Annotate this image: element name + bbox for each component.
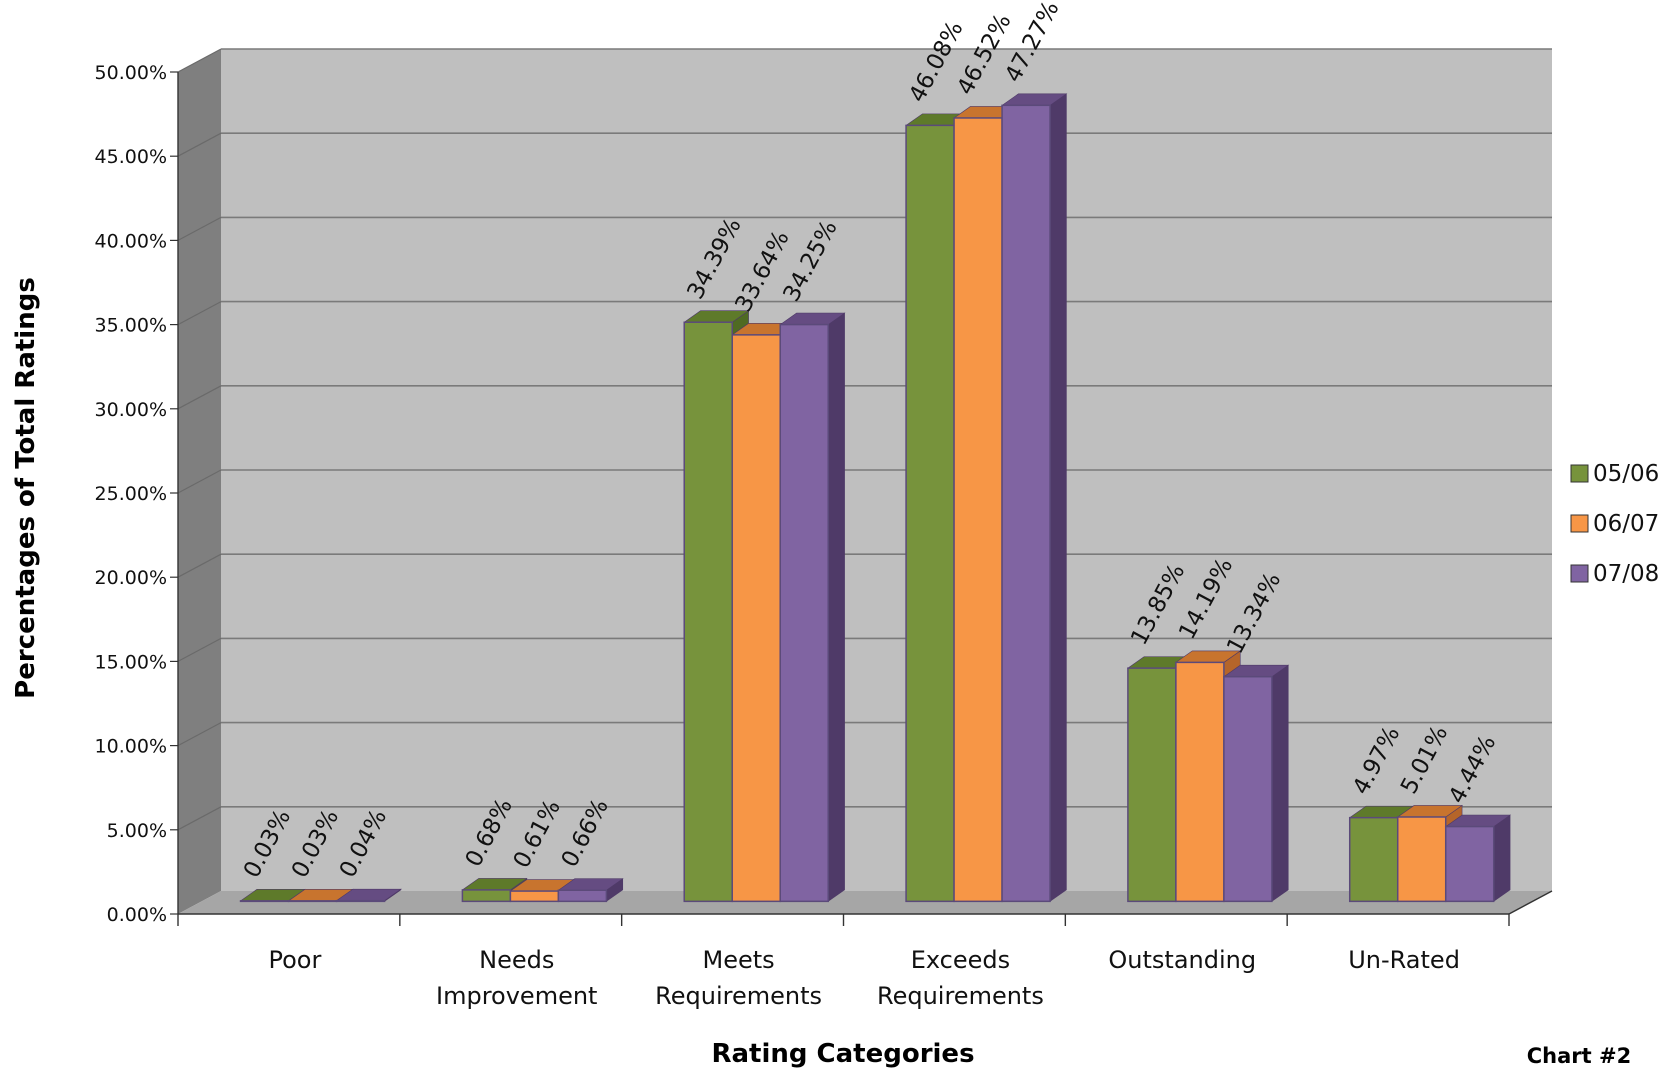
gridline-side [177, 132, 222, 157]
bar-front [287, 900, 338, 903]
gridline-side [177, 216, 222, 241]
bar-front [731, 334, 781, 903]
bar [1222, 664, 1290, 903]
bar-front [509, 890, 560, 903]
x-axis: Poor Needs Improvement Meets Requirements Exc… [177, 72, 1553, 1010]
bar-side [1049, 93, 1067, 902]
y-tick-label: 15.00% [95, 651, 167, 673]
bar-front [1444, 825, 1495, 903]
category-label: Poor [268, 946, 321, 974]
y-tick-label: 35.00% [95, 315, 167, 337]
bar [1001, 93, 1068, 903]
bar-side [1493, 814, 1511, 902]
bar [335, 888, 402, 903]
y-tick-label: 45.00% [95, 146, 167, 168]
gridlines [177, 48, 1552, 831]
bar-front [239, 900, 290, 903]
x-axis-title: Rating Categories [711, 1039, 974, 1069]
y-tick-label: 10.00% [95, 736, 167, 758]
y-tick-label: 40.00% [95, 230, 167, 252]
bar-front [557, 889, 608, 903]
bar-front [953, 117, 1003, 903]
category-label: Needs [479, 946, 554, 974]
gridline-side [177, 469, 222, 494]
bar-front [1127, 667, 1177, 903]
bar-side [1271, 664, 1289, 902]
bar-front [779, 323, 829, 903]
y-tick-label: 50.00% [95, 62, 167, 84]
y-axis-tick-labels: 0.00% 5.00% 10.00% 15.00% 20.00% 25.00% 30.00%… [95, 62, 178, 926]
bar-front [1175, 661, 1225, 903]
legend-label: 07/08 [1593, 561, 1659, 587]
gridline-side [177, 553, 222, 578]
category-label: Un-Rated [1348, 946, 1460, 974]
y-tick-label: 5.00% [107, 820, 167, 842]
legend-swatch [1570, 514, 1589, 533]
bar-front [683, 321, 733, 903]
y-tick-label: 25.00% [95, 483, 167, 505]
category-label: Outstanding [1108, 946, 1256, 974]
legend-swatch [1570, 564, 1589, 583]
bar [1444, 814, 1512, 903]
gridline-side [177, 301, 222, 326]
y-tick-label: 0.00% [107, 904, 167, 926]
bar [557, 878, 624, 903]
bars [239, 93, 1512, 903]
category-label: Requirements [877, 982, 1044, 1010]
y-axis-title: Percentages of Total Ratings [11, 277, 41, 699]
legend: 05/06 06/07 07/08 [1570, 461, 1659, 587]
category-label: Requirements [655, 982, 822, 1010]
bar-front [1223, 675, 1273, 903]
bar-front [1001, 104, 1051, 903]
gridline-side [177, 637, 222, 662]
bar-front [461, 889, 512, 903]
bar-front [905, 124, 955, 903]
x-axis-depth-line [1508, 890, 1553, 915]
bar-front [1396, 816, 1447, 903]
legend-label: 06/07 [1593, 511, 1659, 537]
bar-front [1348, 816, 1399, 903]
legend-label: 05/06 [1593, 461, 1659, 487]
category-label: Meets [703, 946, 775, 974]
gridline-side [177, 722, 222, 747]
chart-walls [178, 49, 1552, 914]
y-tick-label: 30.00% [95, 399, 167, 421]
bar [779, 312, 846, 903]
gridline-side [177, 806, 222, 831]
category-label: Improvement [436, 982, 597, 1010]
gridline-side [177, 385, 222, 410]
bar-front [335, 899, 386, 903]
y-tick-label: 20.00% [95, 567, 167, 589]
bar-side [827, 312, 845, 902]
category-label: Exceeds [911, 946, 1010, 974]
gridline-side [177, 48, 222, 73]
legend-swatch [1570, 464, 1589, 483]
chart-number-note: Chart #2 [1527, 1044, 1631, 1068]
